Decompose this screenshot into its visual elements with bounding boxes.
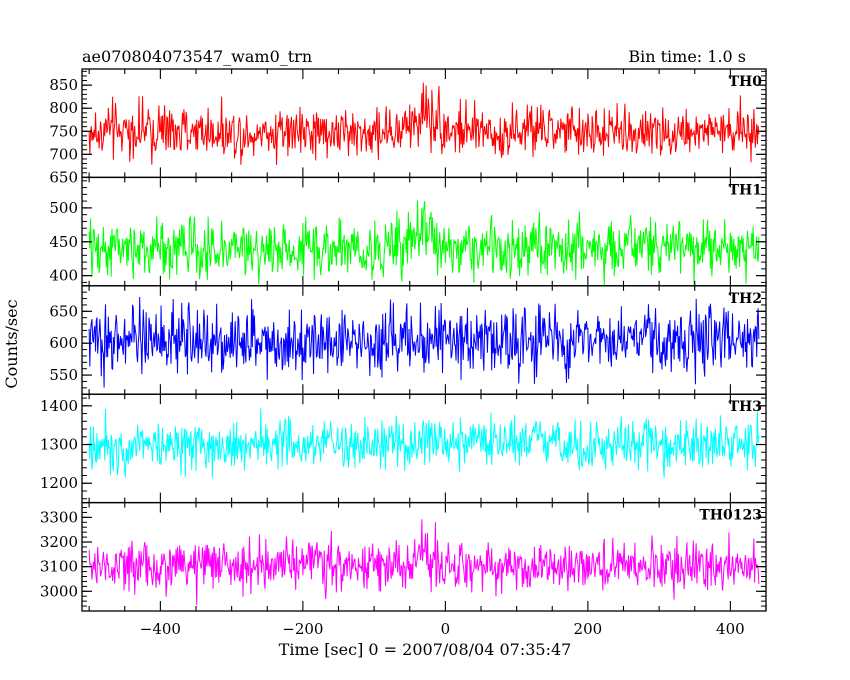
panel-th0123: 3000 3100 3200 3300 TH0123 (40, 501, 767, 612)
panels-group: 650 700 750 800 850 TH0 400 450 500 TH1 550 600 650 T… (40, 68, 767, 638)
series-line-th3 (88, 408, 760, 478)
panel-label-th2: TH2 (729, 291, 762, 307)
y-tick-label: 1400 (40, 397, 78, 415)
y-axis-label: Counts/sec (2, 299, 21, 388)
panel-label-th0: TH0 (729, 74, 763, 90)
x-axis-label: Time [sec] 0 = 2007/08/04 07:35:47 (279, 640, 572, 659)
y-tick-label: 600 (49, 334, 78, 352)
panel-th3: 1200 1300 1400 TH3 (40, 393, 767, 504)
y-tick-label: 500 (49, 199, 78, 217)
series-line-th2 (88, 296, 760, 388)
series-line-th0123 (88, 519, 760, 606)
y-tick-label: 850 (49, 76, 78, 94)
y-tick-label: 800 (49, 99, 78, 117)
y-tick-label: 3300 (40, 508, 78, 526)
series-line-th1 (88, 200, 760, 286)
x-tick-label: 200 (574, 620, 603, 638)
panel-th0: 650 700 750 800 850 TH0 (49, 68, 767, 186)
y-tick-label: 550 (49, 366, 78, 384)
x-tick-label: −200 (282, 620, 323, 638)
figure-title-right: Bin time: 1.0 s (628, 47, 746, 66)
y-tick-label: 3100 (40, 558, 78, 576)
y-tick-label: 1300 (40, 436, 78, 454)
y-tick-label: 1200 (40, 474, 78, 492)
y-tick-label: 400 (49, 267, 78, 285)
panel-label-th1: TH1 (729, 182, 762, 198)
y-tick-label: 700 (49, 145, 78, 163)
y-tick-label: 3000 (40, 582, 78, 600)
figure-title-left: ae070804073547_wam0_trn (82, 47, 312, 66)
y-tick-label: 650 (49, 168, 78, 186)
x-tick-label: 0 (441, 620, 451, 638)
panel-label-th3: TH3 (729, 399, 762, 415)
y-tick-label: 450 (49, 233, 78, 251)
series-line-th0 (88, 82, 760, 165)
y-tick-label: 650 (49, 302, 78, 320)
panel-label-th0123: TH0123 (699, 508, 762, 524)
y-tick-label: 3200 (40, 533, 78, 551)
x-tick-label: −400 (140, 620, 181, 638)
y-tick-label: 750 (49, 122, 78, 140)
panel-th1: 400 450 500 TH1 (49, 176, 767, 287)
panel-th2: 550 600 650 TH2 (49, 285, 767, 395)
x-tick-label: 400 (716, 620, 745, 638)
